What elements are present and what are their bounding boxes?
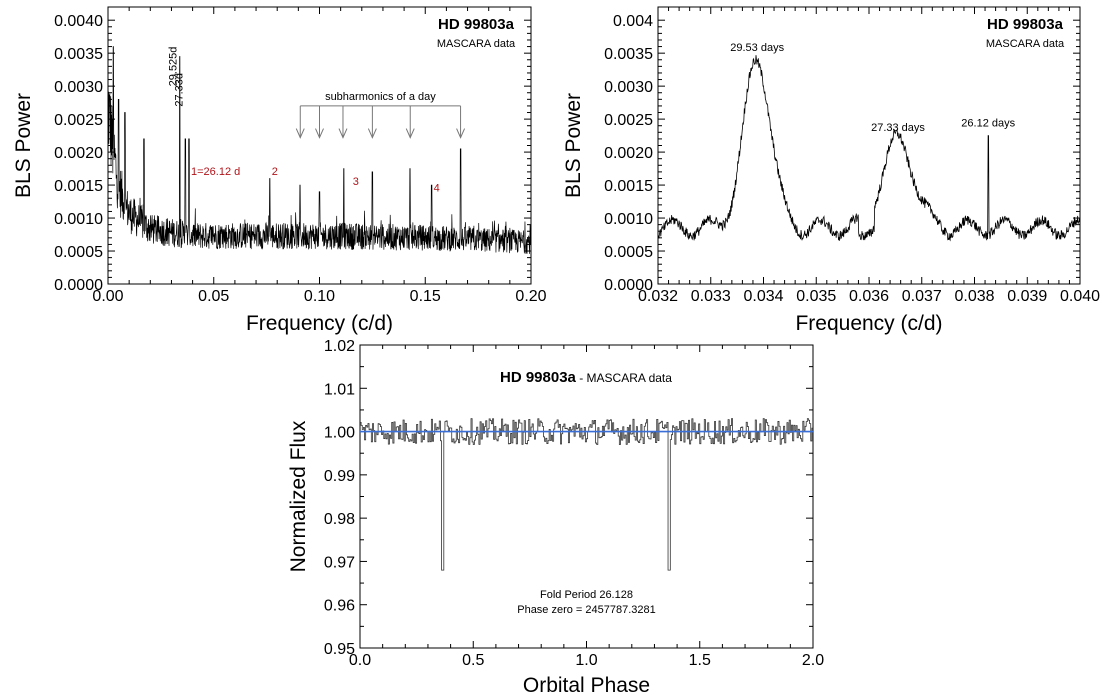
y-tick-label: 0.0010 (54, 211, 103, 228)
peak-label: 27.33d (173, 73, 185, 107)
x-tick-label: 0.20 (515, 288, 546, 305)
y-tick-label: 0.97 (324, 554, 355, 571)
x-tick-label: 0.039 (1007, 288, 1047, 305)
x-tick-label: 0.10 (304, 288, 335, 305)
chart-subtitle: MASCARA data (986, 38, 1065, 50)
y-tick-label: 0.0010 (604, 211, 653, 228)
periodogram-series (107, 46, 532, 254)
y-tick-label: 0.0000 (604, 277, 653, 294)
chart-subtitle: - MASCARA data (576, 371, 672, 385)
chart-periodogram-zoom: 0.032 0.033 0.034 0.035 0.036 0.037 0.038 0.039… (562, 6, 1100, 335)
y-tick-label: 0.004 (613, 13, 653, 30)
y-tick-label: 0.0015 (604, 178, 653, 195)
y-tick-label: 0.0020 (54, 145, 103, 162)
harmonic-label: 4 (434, 183, 440, 195)
y-tick-label: 0.96 (324, 598, 355, 615)
arrowhead (367, 128, 377, 139)
y-tick-label: 0.0000 (54, 277, 103, 294)
chart-title: HD 99803a (438, 16, 515, 33)
x-tick-label: 0.032 (638, 288, 678, 305)
y-tick-label: 0.0005 (604, 244, 653, 261)
y-tick-label: 0.0025 (604, 112, 653, 129)
x-tick-label: 0.15 (410, 288, 441, 305)
y-tick-label: 0.98 (324, 511, 355, 528)
harmonic-label: 3 (353, 176, 359, 188)
y-axis-title: BLS Power (562, 93, 585, 198)
chart-title: HD 99803a (987, 16, 1064, 33)
peak-period-label: 26.12 days (961, 118, 1015, 130)
arrowhead (405, 128, 415, 139)
chart-folded-lightcurve: 0.0 0.5 1.0 1.5 2.0 0.95 0.96 0.97 0.98 0.99 1.00 1… (287, 338, 824, 697)
y-tick-label: 0.0025 (54, 112, 103, 129)
x-tick-label: 0.033 (691, 288, 731, 305)
fold-note: Phase zero = 2457787.3281 (517, 604, 656, 616)
y-tick-label: 1.00 (324, 425, 355, 442)
x-axis-title: Orbital Phase (523, 674, 650, 697)
x-axis-title: Frequency (c/d) (246, 312, 393, 335)
y-tick-label: 1.02 (324, 338, 355, 355)
periodogram-zoom-series (657, 55, 1081, 242)
x-tick-label: 2.0 (802, 652, 824, 669)
chart-title-main: HD 99803a (500, 369, 577, 386)
harmonic-label: 1=26.12 d (191, 166, 240, 178)
y-axis-title: Normalized Flux (287, 420, 310, 572)
x-tick-label: 0.034 (743, 288, 783, 305)
y-tick-label: 0.95 (324, 641, 355, 658)
peak-period-label: 27.33 days (871, 122, 925, 134)
x-tick-label: 0.038 (954, 288, 994, 305)
y-tick-label: 0.0020 (604, 145, 653, 162)
arrowhead (456, 128, 466, 139)
x-tick-label: 0.00 (92, 288, 123, 305)
y-tick-label: 0.0015 (54, 178, 103, 195)
x-axis-title: Frequency (c/d) (795, 312, 942, 335)
plot-frame (359, 344, 814, 649)
y-tick-label: 0.0030 (54, 79, 103, 96)
x-tick-label: 0.040 (1060, 288, 1100, 305)
x-tick-label: 0.0 (349, 652, 371, 669)
chart-periodogram-wide: 0.00 0.05 0.10 0.15 0.20 0.0000 0.0005 0.0010 0.… (12, 6, 547, 335)
y-tick-label: 0.0035 (54, 46, 103, 63)
arrowhead (315, 128, 324, 139)
x-tick-label: 0.035 (796, 288, 836, 305)
y-tick-label: 1.01 (324, 381, 355, 398)
x-tick-label: 0.05 (198, 288, 229, 305)
peak-label: 29.525d (168, 47, 180, 87)
y-tick-label: 0.99 (324, 468, 355, 485)
harmonic-label: 2 (272, 166, 278, 178)
chart-subtitle: MASCARA data (437, 38, 516, 50)
y-tick-label: 0.0030 (604, 79, 653, 96)
chart-title: HD 99803a - MASCARA data (500, 369, 672, 386)
x-tick-label: 0.037 (902, 288, 942, 305)
arrowhead (338, 128, 348, 139)
y-tick-label: 0.0040 (54, 13, 103, 30)
fold-note: Fold Period 26.128 (540, 589, 633, 601)
lightcurve-series (360, 418, 813, 571)
x-tick-label: 0.5 (462, 652, 484, 669)
x-tick-label: 1.5 (689, 652, 711, 669)
x-tick-label: 1.0 (575, 652, 597, 669)
y-tick-label: 0.0035 (604, 46, 653, 63)
arrowhead (295, 128, 305, 139)
x-tick-label: 0.036 (849, 288, 889, 305)
y-axis-title: BLS Power (12, 93, 35, 198)
y-tick-label: 0.0005 (54, 244, 103, 261)
peak-period-label: 29.53 days (730, 42, 784, 54)
subharmonic-label: subharmonics of a day (325, 91, 436, 103)
